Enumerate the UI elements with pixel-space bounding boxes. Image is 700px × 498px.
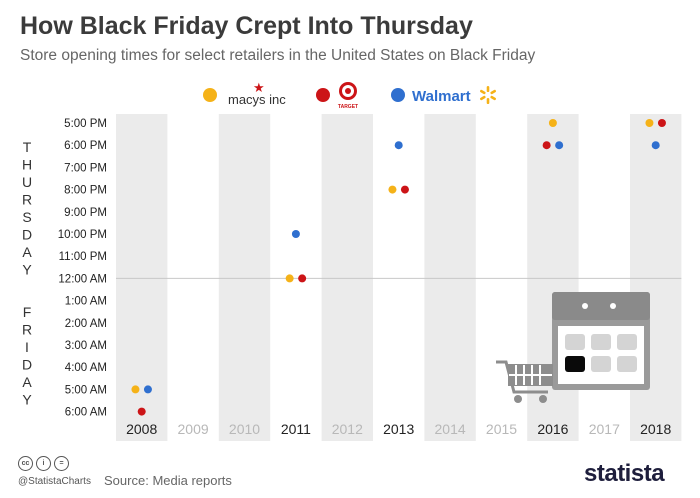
- point-target-2013: [400, 185, 409, 194]
- day-label-thursday-letter: R: [22, 192, 32, 208]
- year-band-2018: [630, 114, 682, 441]
- legend-macys-dot: [203, 88, 217, 102]
- point-walmart-2011: [291, 230, 300, 238]
- point-walmart-2016: [555, 141, 564, 150]
- day-label-thursday-letter: Y: [22, 262, 32, 278]
- statista-logo[interactable]: statista: [584, 460, 665, 487]
- point-walmart-2013: [394, 141, 403, 150]
- nd-icon: =: [54, 456, 69, 471]
- point-macys-2013: [388, 185, 397, 194]
- chart-canvas: 5:00 PM 6:00 PM 7:00 PM 8:00 PM 9:00 PM 10:00…: [22, 81, 682, 441]
- point-target-2011: [298, 274, 307, 283]
- point-macys-2008: [131, 385, 140, 394]
- x-tick-label-2012: 2012: [332, 421, 363, 437]
- x-tick-label-2009: 2009: [178, 421, 209, 437]
- day-label-friday-letter: A: [22, 374, 32, 390]
- point-macys-2018: [645, 119, 654, 127]
- day-label-friday-letter: F: [23, 304, 32, 320]
- calendar-icon: [552, 292, 650, 390]
- source-line: Source: Media reports: [104, 473, 232, 488]
- legend-macys-label: macys inc: [228, 92, 286, 107]
- point-macys-2011: [285, 274, 294, 283]
- year-band-2010: [218, 114, 271, 441]
- chart-subtitle: Store opening times for select retailers…: [20, 47, 536, 64]
- chart-title: How Black Friday Crept Into Thursday: [20, 12, 473, 40]
- day-label-thursday-letter: A: [22, 244, 32, 260]
- x-tick-label-2011: 2011: [281, 421, 311, 437]
- legend-target-label: TARGET: [338, 104, 358, 110]
- day-label-thursday-letter: D: [22, 227, 32, 243]
- y-tick-label: 8:00 PM: [64, 185, 107, 197]
- y-tick-label: 7:00 PM: [64, 162, 107, 174]
- x-tick-label-2014: 2014: [435, 421, 466, 437]
- day-label-friday-letter: Y: [22, 392, 32, 408]
- year-band-2014: [424, 114, 476, 441]
- x-tick-label-2015: 2015: [486, 421, 517, 437]
- day-label-friday-letter: I: [25, 339, 29, 355]
- y-tick-label: 11:00 PM: [59, 251, 107, 263]
- legend: macys inc ★ TARGET Walmart: [203, 81, 496, 110]
- point-macys-2016: [548, 119, 557, 127]
- y-tick-label: 6:00 PM: [64, 140, 107, 152]
- footer: cc i = @StatistaCharts Source: Media rep…: [0, 452, 700, 498]
- y-tick-label: 4:00 AM: [65, 362, 107, 374]
- y-tick-label: 2:00 AM: [65, 318, 107, 330]
- source-text: Media reports: [152, 473, 232, 488]
- point-walmart-2008: [143, 385, 152, 394]
- legend-walmart-dot: [391, 88, 405, 102]
- y-tick-label: 3:00 AM: [65, 340, 107, 352]
- y-tick-label: 12:00 AM: [58, 273, 107, 285]
- macys-star-icon: ★: [253, 81, 265, 96]
- x-tick-label-2016: 2016: [537, 421, 568, 437]
- walmart-spark-icon: [480, 86, 496, 104]
- y-axis-ticks: 5:00 PM 6:00 PM 7:00 PM 8:00 PM 9:00 PM 10:00…: [58, 118, 107, 419]
- day-label-thursday-letter: T: [23, 139, 32, 155]
- x-tick-label-2018: 2018: [640, 421, 671, 437]
- y-tick-label: 6:00 AM: [65, 407, 107, 419]
- year-bands: [116, 114, 682, 441]
- by-icon: i: [36, 456, 51, 471]
- point-target-2018: [657, 119, 666, 127]
- point-target-2016: [542, 141, 551, 150]
- y-tick-label: 5:00 AM: [65, 384, 107, 396]
- shopping-cart-icon: [496, 360, 553, 403]
- day-label-thursday-letter: S: [22, 209, 31, 225]
- year-band-2012: [321, 114, 373, 441]
- x-tick-label-2017: 2017: [589, 421, 620, 437]
- y-tick-label: 1:00 AM: [65, 296, 107, 308]
- legend-target-dot: [316, 88, 330, 102]
- x-axis-ticks: 2008 2009 2010 2011 2012 2013 2014 2015 2016 2017…: [126, 421, 671, 437]
- year-band-2008: [116, 114, 168, 441]
- license-icons: cc i =: [18, 456, 69, 471]
- y-tick-label: 5:00 PM: [64, 118, 107, 130]
- day-label-friday-letter: R: [22, 322, 32, 338]
- day-label-thursday-letter: U: [22, 174, 32, 190]
- day-label-thursday-letter: H: [22, 157, 32, 173]
- x-tick-label-2010: 2010: [229, 421, 260, 437]
- y-tick-label: 10:00 PM: [58, 229, 107, 241]
- point-target-2008: [137, 407, 146, 416]
- day-label-friday-letter: D: [22, 357, 32, 373]
- target-logo-icon: [339, 82, 357, 100]
- x-tick-label-2013: 2013: [383, 421, 414, 437]
- source-label: Source:: [104, 473, 149, 488]
- point-walmart-2018: [651, 141, 660, 150]
- legend-walmart-label: Walmart: [412, 88, 471, 105]
- cc-icon: cc: [18, 456, 33, 471]
- x-tick-label-2008: 2008: [126, 421, 157, 437]
- y-tick-label: 9:00 PM: [64, 207, 107, 219]
- data-points: [131, 119, 666, 416]
- twitter-handle: @StatistaCharts: [18, 476, 91, 487]
